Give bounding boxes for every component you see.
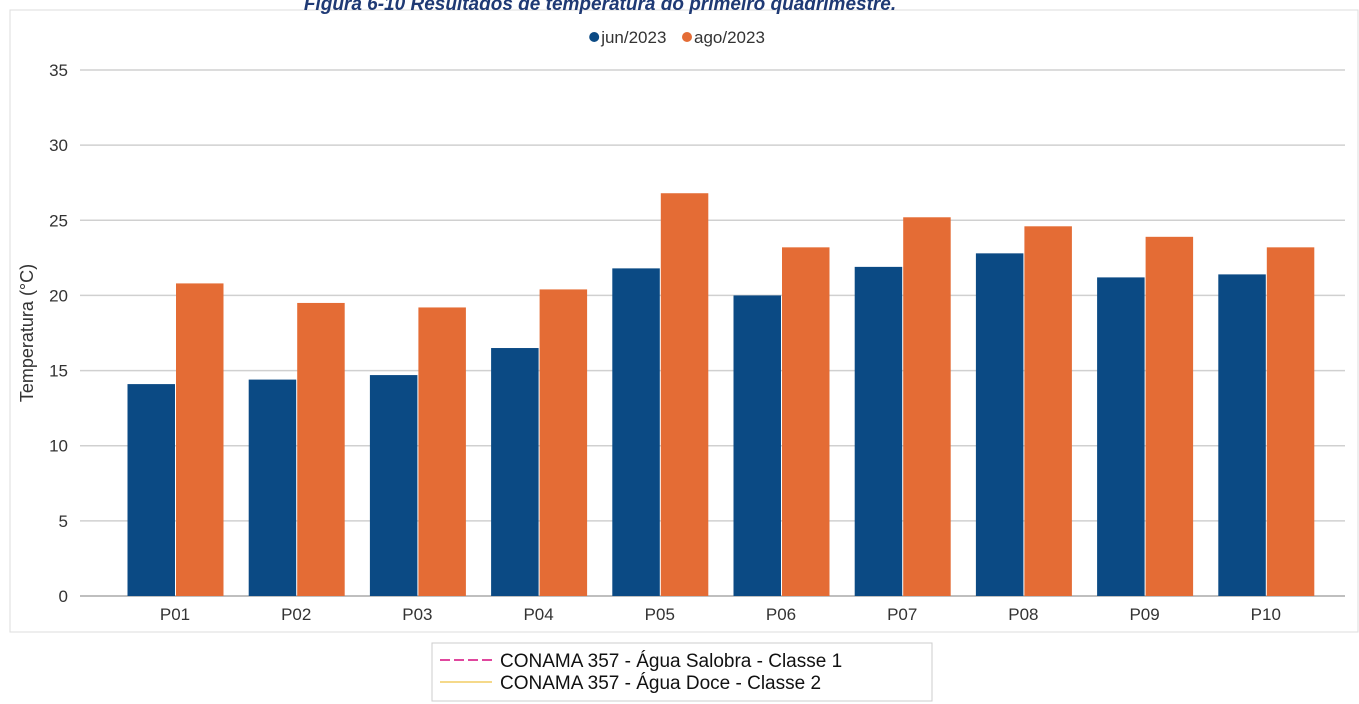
y-tick-label: 35 <box>49 61 68 80</box>
y-tick-label: 20 <box>49 286 68 305</box>
y-tick-label: 25 <box>49 211 68 230</box>
y-tick-label: 10 <box>49 437 68 456</box>
bar <box>1218 274 1266 596</box>
x-tick-label: P09 <box>1129 605 1159 624</box>
reference-legend-label: CONAMA 357 - Água Doce - Classe 2 <box>500 673 821 694</box>
bar <box>854 266 903 596</box>
x-tick-label: P04 <box>523 605 553 624</box>
bar <box>248 379 297 596</box>
y-tick-label: 15 <box>49 362 68 381</box>
bar <box>975 253 1024 596</box>
bar <box>733 295 781 596</box>
chart-title: Figura 6-10 Resultados de temperatura do… <box>304 0 896 15</box>
x-tick-label: P02 <box>281 605 311 624</box>
y-tick-label: 0 <box>59 587 68 606</box>
x-tick-label: P05 <box>645 605 675 624</box>
bar <box>369 375 418 596</box>
legend-label: jun/2023 <box>600 28 666 47</box>
x-tick-label: P10 <box>1251 605 1281 624</box>
bar <box>539 289 588 596</box>
bar <box>1145 236 1194 596</box>
legend-marker <box>589 32 600 42</box>
bar <box>176 283 224 596</box>
y-tick-label: 30 <box>49 136 68 155</box>
bar <box>903 217 951 596</box>
reference-legend-label: CONAMA 357 - Água Salobra - Classe 1 <box>500 651 842 672</box>
x-tick-label: P08 <box>1008 605 1038 624</box>
bar <box>612 268 660 596</box>
bar <box>660 193 709 596</box>
bar <box>782 247 830 596</box>
bar <box>418 307 466 596</box>
bar <box>1024 226 1072 596</box>
bar <box>297 302 345 596</box>
bar <box>491 348 539 596</box>
bar <box>1097 277 1145 596</box>
bar <box>127 384 175 596</box>
x-tick-label: P01 <box>160 605 190 624</box>
bar <box>1266 247 1315 596</box>
legend-label: ago/2023 <box>694 28 765 47</box>
y-tick-label: 5 <box>59 512 68 531</box>
reference-legend-box <box>431 642 933 702</box>
y-axis-label: Temperatura (°C) <box>17 264 37 402</box>
legend-marker <box>682 32 692 42</box>
x-tick-label: P03 <box>402 605 432 624</box>
x-tick-label: P06 <box>766 605 796 624</box>
x-tick-label: P07 <box>887 605 917 624</box>
